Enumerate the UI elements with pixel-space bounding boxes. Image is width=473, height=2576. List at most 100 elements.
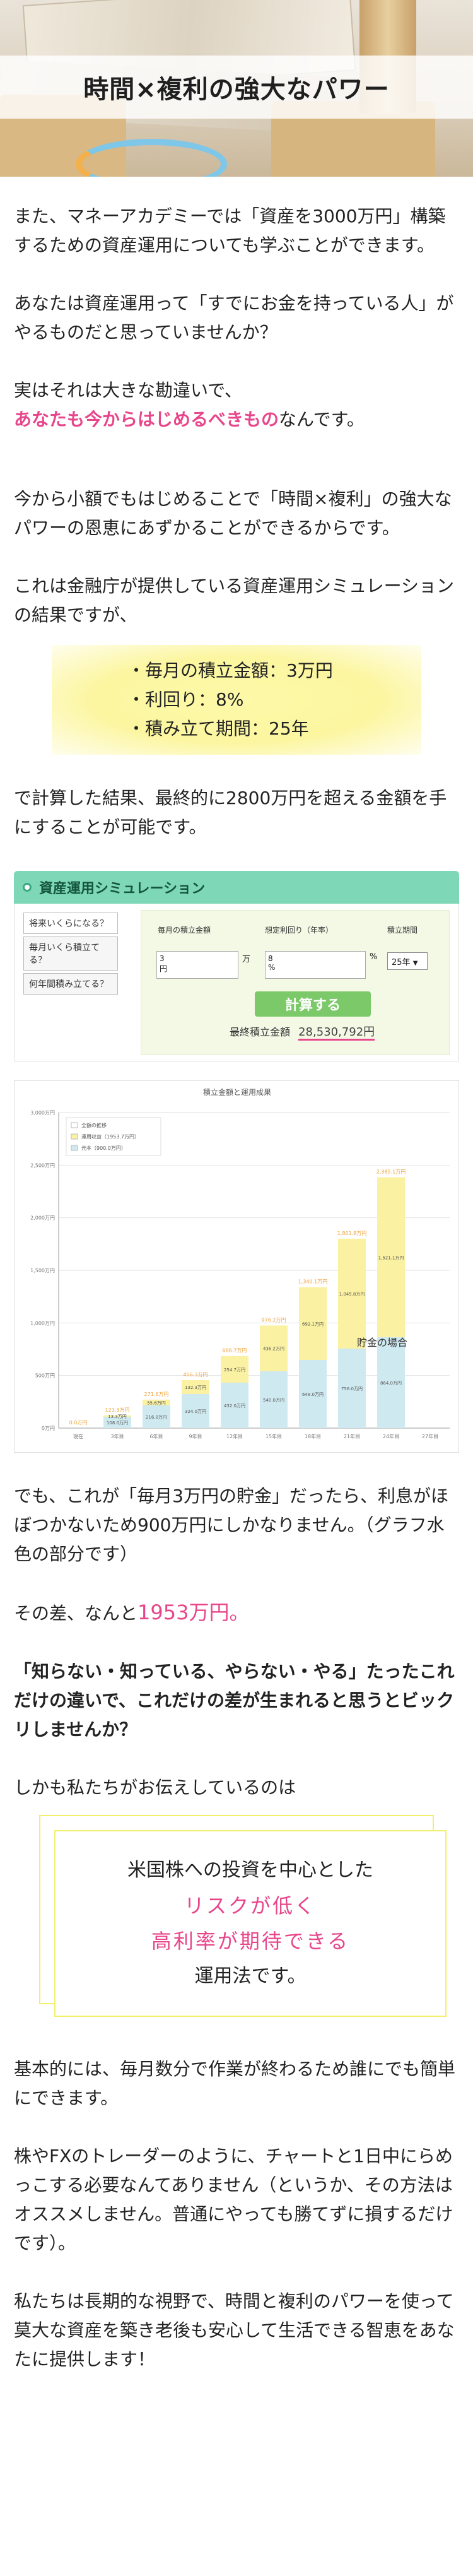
period-value: 25年 [392, 958, 411, 967]
x-tick-label: 15年目 [266, 1433, 282, 1439]
data-label-return: 254.7万円 [224, 1368, 245, 1373]
data-label-total: 1,340.1万円 [298, 1279, 328, 1285]
condition-item: ・積み立て期間：25年 [127, 718, 309, 739]
data-label-return: 13.3万円 [108, 1414, 127, 1419]
y-tick-label: 1,500万円 [30, 1268, 55, 1273]
legend-swatch [71, 1145, 78, 1151]
bar-principal [221, 1383, 248, 1428]
data-label-principal: 216.0万円 [146, 1415, 167, 1420]
paragraph-power: 今から小額でもはじめることで「時間×複利」の強大なパワーの恩恵にあずかることがで… [14, 488, 452, 538]
data-label-principal: 108.0万円 [107, 1421, 128, 1426]
data-label-return: 132.3万円 [185, 1385, 206, 1390]
data-label-principal: 756.0万円 [341, 1386, 363, 1391]
x-tick-label: 12年目 [226, 1433, 243, 1439]
legend-swatch [71, 1133, 78, 1140]
x-tick-label: 現在 [73, 1433, 83, 1439]
paragraph-misunderstanding: 実はそれは大きな勘違いで、 あなたも今からはじめるべきものなんです。 [14, 376, 459, 434]
bar-return [103, 1415, 131, 1417]
bar-return [260, 1325, 288, 1371]
callout-line-4: 運用法です。 [194, 1965, 307, 1987]
result-row: 最終積立金額 28,530,792円 [230, 1023, 375, 1041]
method-callout: 米国株への投資を中心とした リスクが低く 高利率が期待できる 運用法です。 [39, 1815, 447, 2017]
y-tick-label: 500万円 [35, 1373, 55, 1379]
bar-return [377, 1177, 405, 1337]
x-tick-label: 21年目 [344, 1433, 360, 1439]
chevron-down-icon: ▼ [412, 960, 418, 967]
text-segment: 実はそれは大きな勘違いで、 [14, 380, 243, 401]
difference-amount: 1953万円。 [137, 1600, 250, 1624]
rate-input[interactable]: 8 % [265, 951, 366, 979]
method-callout-inner: 米国株への投資を中心とした リスクが低く 高利率が期待できる 運用法です。 [54, 1830, 447, 2017]
data-label-return: 55.6万円 [147, 1400, 166, 1405]
hero-title-band: 時間×複利の強大なパワー [0, 56, 473, 119]
paragraph-traders: 株やFXのトレーダーのように、チャートと1日中にらめっこする必要なんてありません… [14, 2146, 453, 2254]
data-label-total: 271.6万円 [144, 1391, 169, 1397]
data-label-principal: 864.0万円 [380, 1381, 402, 1386]
monthly-unit-sub: 円 [160, 964, 168, 973]
legend-entry: 全額の推移 [81, 1122, 107, 1128]
bar-return [299, 1287, 327, 1360]
condition-item: ・利回り：8% [127, 689, 244, 710]
highlight-text: あなたも今からはじめるべきもの [14, 409, 279, 430]
hero-disc [76, 139, 227, 177]
data-label-return: 692.1万円 [302, 1321, 324, 1326]
hero-banner: 時間×複利の強大なパワー [0, 0, 473, 177]
data-label-principal: 648.0万円 [302, 1392, 324, 1397]
simulator-body: 将来いくらになる？ 毎月いくら積立てる？ 何年間積み立てる？ 毎月の積立金額 想… [14, 904, 459, 1061]
y-tick-label: 1,000万円 [30, 1320, 55, 1326]
legend-entry: 運用収益（1953.7万円） [81, 1133, 139, 1140]
simulator-tabs: 将来いくらになる？ 毎月いくら積立てる？ 何年間積み立てる？ [15, 904, 122, 1061]
rate-value: 8 [268, 954, 273, 963]
paragraph-simulation-intro: これは金融庁が提供している資産運用シミュレーションの結果ですが、 [14, 576, 455, 625]
data-label-total: 456.3万円 [184, 1372, 208, 1378]
period-select[interactable]: 25年 ▼ [387, 952, 428, 970]
bar-return [338, 1238, 366, 1349]
x-tick-label: 9年目 [189, 1433, 202, 1439]
paragraph-difference: その差、なんと1953万円。 [14, 1598, 459, 1628]
callout-line-2: リスクが低く [184, 1894, 317, 1918]
data-label-total: 0.0万円 [69, 1420, 88, 1426]
bar-principal [103, 1417, 131, 1428]
legend-box [66, 1117, 161, 1156]
tab-monthly-amount[interactable]: 毎月いくら積立てる？ [23, 936, 118, 971]
legend-entry: 元本（900.0万円） [81, 1145, 126, 1151]
data-label-total: 121.3万円 [105, 1407, 130, 1413]
paragraph-offer: 私たちは長期的な視野で、時間と複利のパワーを使って莫大な資産を築き老後も安心して… [14, 2291, 455, 2370]
data-label-principal: 324.0万円 [185, 1409, 206, 1414]
paragraph-easy: 基本的には、毎月数分で作業が終わるため誰にでも簡単にできます。 [14, 2059, 456, 2108]
x-tick-label: 24年目 [383, 1433, 399, 1439]
monthly-amount-input[interactable]: 3 円 [156, 951, 238, 979]
bar-return [143, 1399, 170, 1405]
main-content: また、マネーアカデミーでは「資産を3000万円」構築するための資産運用についても… [0, 177, 473, 2374]
paragraph-savings-case: でも、これが「毎月3万円の貯金」だったら、利息がほぼつかないため900万円にしか… [14, 1486, 448, 1564]
simulator-panel: 資産運用シミュレーション 将来いくらになる？ 毎月いくら積立てる？ 何年間積み立… [0, 871, 473, 1061]
bar-principal [299, 1360, 327, 1428]
tab-period[interactable]: 何年間積み立てる？ [23, 973, 118, 995]
callout-line-3: 高利率が期待できる [151, 1929, 350, 1953]
legend-swatch [71, 1122, 78, 1128]
bar-principal [143, 1405, 170, 1428]
condition-item: ・毎月の積立金額：3万円 [127, 660, 333, 681]
paragraph-result: で計算した結果、最終的に2800万円を超える金額を手にすることが可能です。 [14, 788, 447, 837]
paragraph-emphasis: 「知らない・知っている、やらない・やる」たったこれだけの違いで、これだけの差が生… [14, 1661, 455, 1740]
callout-line-1: 米国株への投資を中心とした [127, 1859, 373, 1881]
data-label-total: 1,801.8万円 [337, 1231, 367, 1236]
page-title: 時間×複利の強大なパワー [83, 75, 390, 104]
data-label-return: 436.2万円 [263, 1347, 284, 1352]
calculate-button[interactable]: 計算する [255, 991, 371, 1017]
chart-annotation: 貯金の場合 [357, 1337, 407, 1349]
tab-future-value[interactable]: 将来いくらになる？ [23, 913, 118, 934]
simulator-header: 資産運用シミュレーション [14, 871, 459, 904]
x-tick-label: 6年目 [149, 1433, 163, 1439]
savings-chart: 積立金額と運用成果 0万円 500万円 1,000万円 1,500万円 2,000万円 2,… [14, 1080, 459, 1453]
simulator-title: 資産運用シミュレーション [39, 881, 206, 897]
bar-principal [182, 1394, 209, 1428]
bar-return [182, 1380, 209, 1394]
y-tick-label: 2,500万円 [30, 1162, 55, 1168]
conditions-box: ・毎月の積立金額：3万円 ・利回り：8% ・積み立て期間：25年 [52, 645, 421, 755]
bullet-icon [23, 883, 32, 892]
result-value: 28,530,792円 [298, 1025, 375, 1041]
chart-svg: 積立金額と運用成果 0万円 500万円 1,000万円 1,500万円 2,000万円 2,… [30, 1087, 450, 1439]
result-label: 最終積立金額 [230, 1026, 291, 1038]
monthly-unit: 万 [242, 955, 251, 964]
